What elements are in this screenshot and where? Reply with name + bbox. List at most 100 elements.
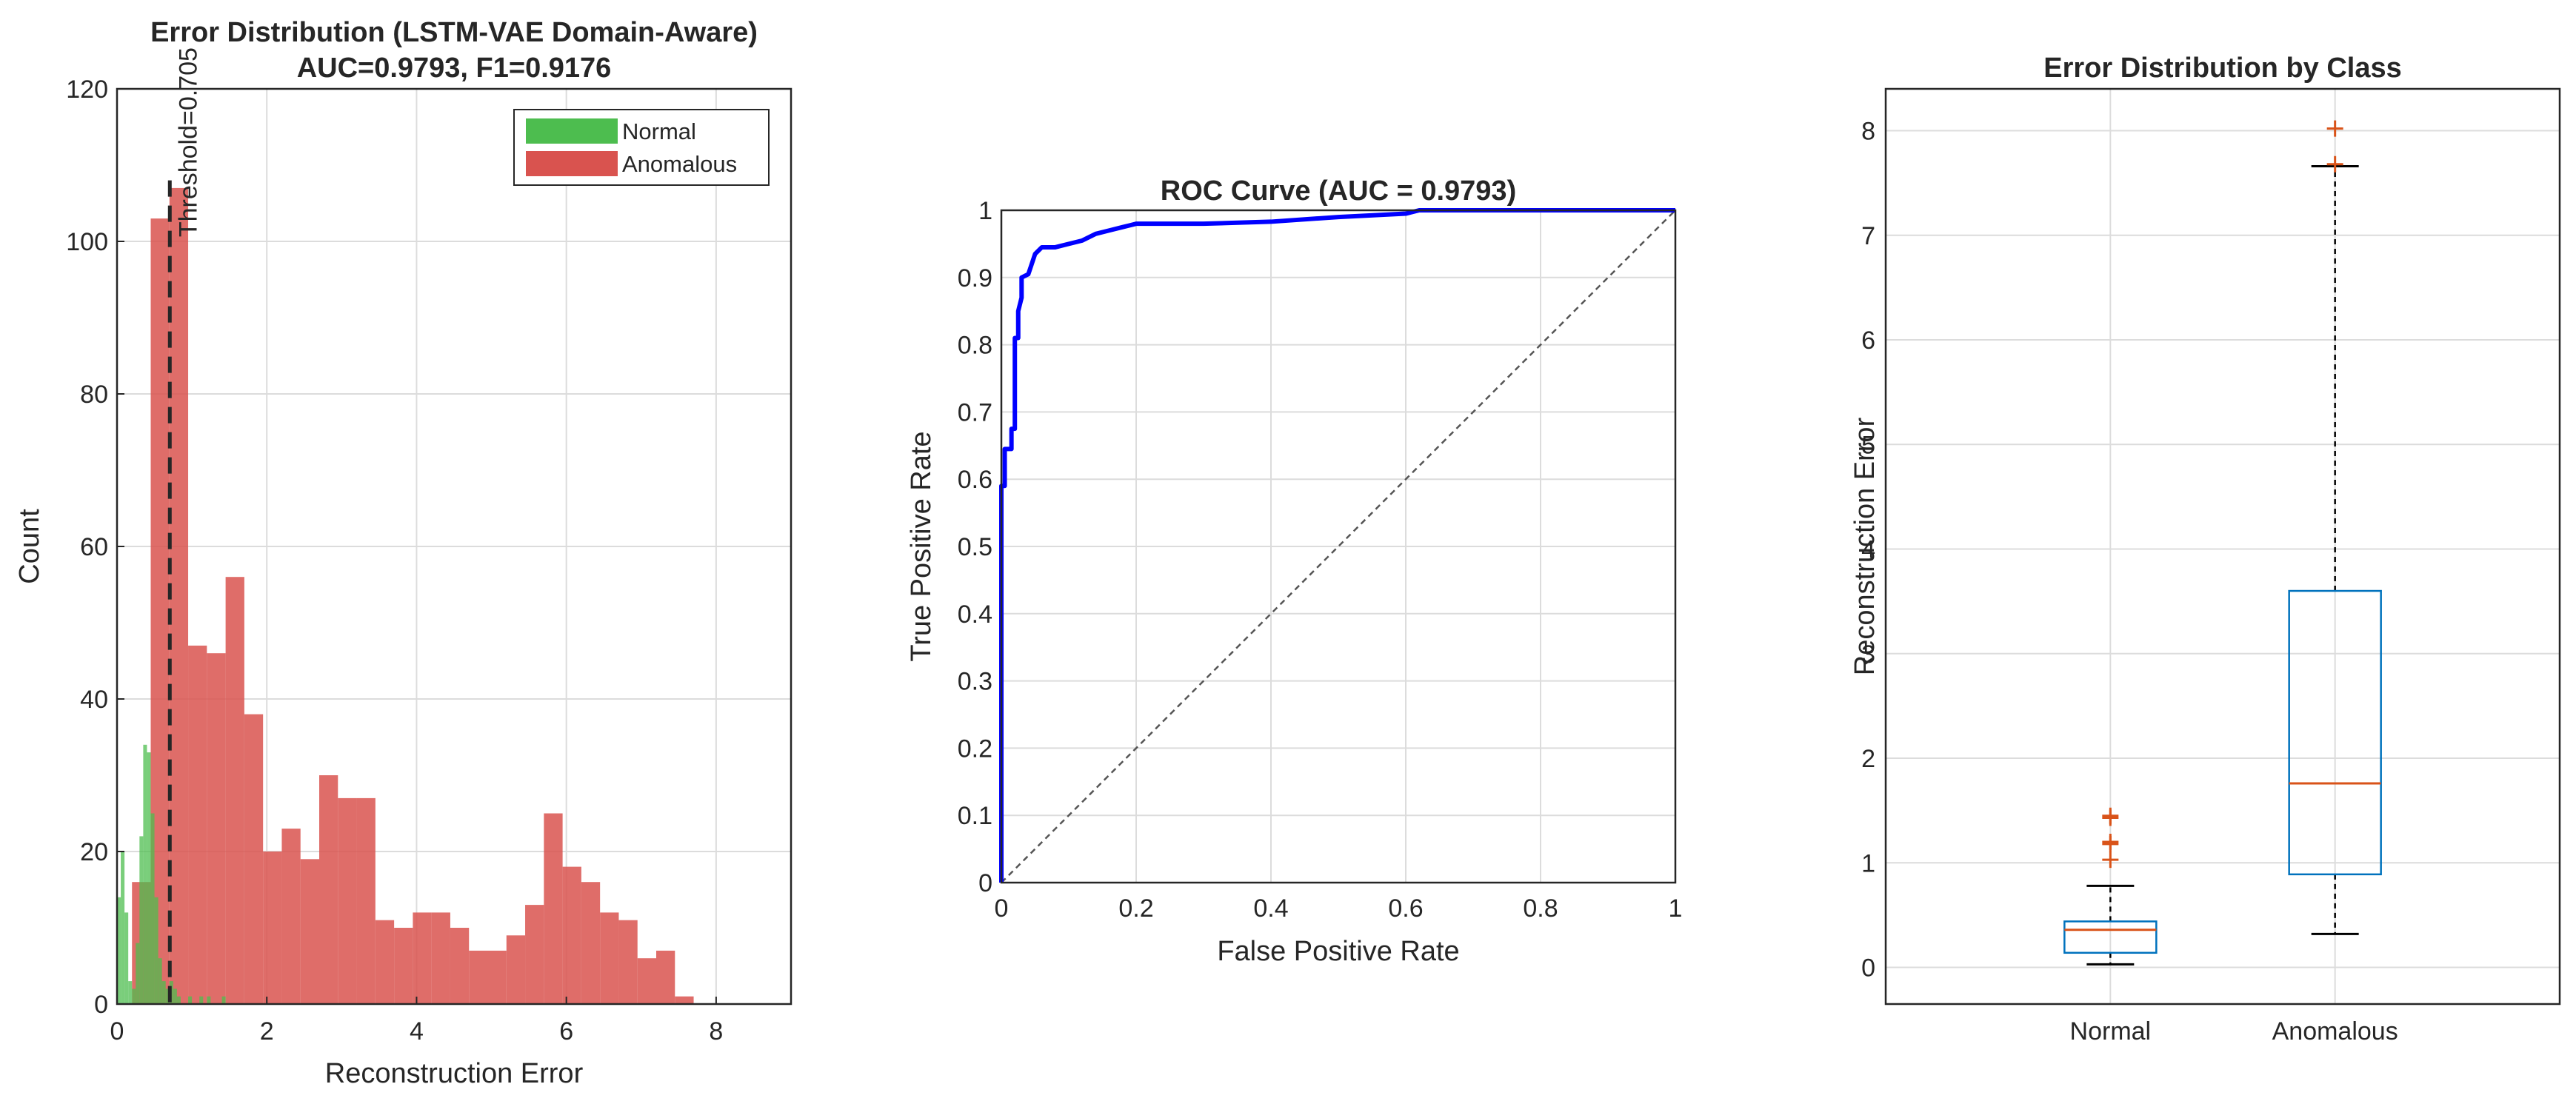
random-classifier-line [1001,210,1676,883]
boxplot-category-label: Anomalous [2272,1017,2398,1046]
anomalous-bar [263,852,282,1004]
roc-y-label: True Positive Rate [906,431,937,661]
boxplot-y-tick-label: 7 [1861,222,1875,250]
normal-bar [165,988,170,1004]
legend-normal-label: Normal [622,118,696,144]
outlier-marker [2326,155,2343,173]
iqr-box [2288,589,2382,876]
roc-y-tick-label: 1 [978,197,992,225]
normal-bar [188,996,193,1004]
normal-bar [117,897,121,1004]
normal-bar [158,958,162,1004]
anomalous-bar [225,577,244,1004]
anomalous-bar [487,950,507,1004]
iqr-box [2063,920,2158,954]
normal-bar [207,996,211,1004]
roc-y-tick-label: 0.6 [958,466,992,494]
roc-x-tick-label: 1 [1669,894,1683,923]
normal-bar [121,852,125,1004]
normal-bar [221,996,226,1004]
anomalous-bar [356,797,376,1004]
histogram-y-tick-label: 40 [80,686,108,714]
anomalous-bar [506,935,526,1004]
outlier-marker [2326,120,2343,137]
normal-bar [128,981,133,1004]
roc-x-label: False Positive Rate [1217,936,1459,967]
anomalous-bar [544,813,563,1004]
normal-bar [173,988,177,1004]
normal-bar [154,897,159,1004]
roc-x-tick-label: 0.4 [1253,894,1288,923]
anomalous-bar [300,859,319,1004]
anomalous-bar [618,920,638,1004]
histogram-x-tick-label: 4 [410,1017,424,1046]
normal-bar [143,744,147,1004]
roc-y-tick-label: 0.8 [958,332,992,360]
roc-tick-labels: 0 0.2 0.4 0.6 0.8 1 0 0.1 0.2 0.3 0.4 0.5 0.6 0.7 0.8 0… [958,197,1683,923]
histogram-title: Error Distribution (LSTM-VAE Domain-Awar… [150,17,758,48]
legend-normal-swatch [526,118,618,144]
outlier-marker [2102,834,2119,851]
roc-curve-line [999,208,1675,883]
normal-bar [124,912,129,1004]
roc-y-tick-label: 0.5 [958,533,992,561]
roc-lines [999,208,1676,883]
histogram-y-tick-label: 60 [80,533,108,561]
outlier-marker [2102,807,2119,824]
normal-bar [147,752,151,1004]
roc-y-tick-label: 0 [978,869,992,897]
histogram-legend: Normal Anomalous [513,109,770,186]
anomalous-bar [207,653,226,1004]
anomalous-bar [188,645,207,1004]
anomalous-bar [581,882,601,1004]
anomalous-bar [637,958,656,1004]
anomalous-bar [431,912,450,1004]
threshold-label: Threshold=0.705 [174,47,202,237]
histogram-y-tick-label: 20 [80,838,108,866]
anomalous-bar [675,996,694,1004]
boxplot-tick-labels: Normal Anomalous 0 1 2 3 4 5 6 7 8 [1861,118,2398,1046]
outlier-marker [2102,852,2119,869]
histogram-x-tick-label: 6 [559,1017,573,1046]
histogram-x-tick-label: 0 [110,1017,124,1046]
roc-y-tick-label: 0.4 [958,600,992,629]
anomalous-bar [244,714,264,1004]
boxplot-y-tick-label: 8 [1861,118,1875,146]
boxplot-y-tick-label: 6 [1861,327,1875,355]
histogram-y-tick-label: 100 [66,228,108,256]
roc-title: ROC Curve (AUC = 0.9793) [1161,175,1516,207]
histogram-x-tick-label: 8 [709,1017,723,1046]
boxplot-axes-box [1884,87,2561,1006]
roc-x-tick-label: 0.8 [1523,894,1558,923]
boxplot-y-tick-label: 3 [1861,640,1875,669]
roc-x-tick-label: 0 [995,894,1009,923]
anomalous-bar [394,928,413,1004]
roc-x-tick-label: 0.6 [1388,894,1423,923]
anomalous-bar [469,950,488,1004]
histogram-y-label: Count [14,509,45,584]
anomalous-bar [338,797,357,1004]
normal-bar [161,981,166,1004]
legend-anomalous-swatch [526,151,618,176]
boxplot-panel: Normal Anomalous 0 1 2 3 4 5 6 7 8 Error Distribut… [1849,53,2561,1046]
roc-y-tick-label: 0.7 [958,398,992,426]
anomalous-bar [656,950,675,1004]
boxplot-y-tick-label: 2 [1861,745,1875,773]
boxplot-title: Error Distribution by Class [2043,53,2402,84]
boxplot-boxes [2063,120,2382,966]
anomalous-bar [600,912,619,1004]
histogram-subtitle: AUC=0.9793, F1=0.9176 [297,53,612,84]
anomalous-bars [132,187,694,1005]
boxplot-category-label: Normal [2070,1017,2152,1046]
roc-y-tick-label: 0.1 [958,802,992,830]
boxplot-y-tick-label: 1 [1861,849,1875,877]
normal-bar [136,943,140,1004]
histogram-y-tick-label: 80 [80,381,108,409]
boxplot-grid [1886,89,2560,1004]
roc-panel: 0 0.2 0.4 0.6 0.8 1 0 0.1 0.2 0.3 0.4 0.5 0.6 0.7 0.8 0… [906,175,1682,967]
histogram-x-label: Reconstruction Error [325,1058,584,1089]
anomalous-bar [281,829,301,1004]
boxplot-y-tick-label: 0 [1861,954,1875,983]
